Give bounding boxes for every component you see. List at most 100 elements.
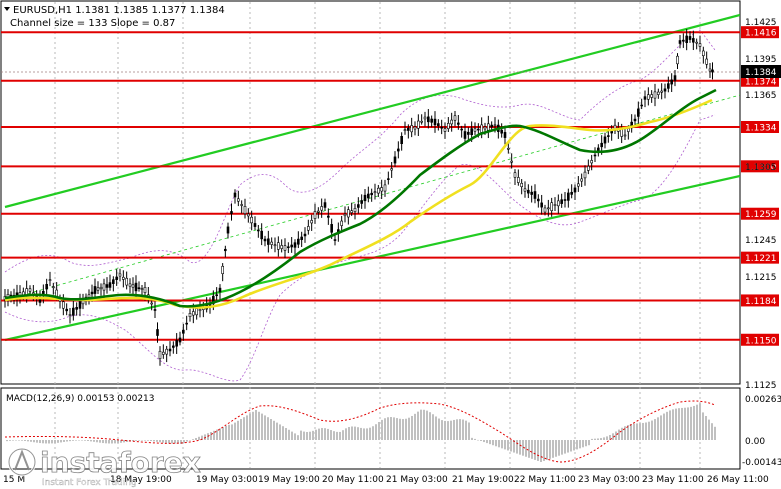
candle-body <box>653 91 657 99</box>
macd-bar <box>381 419 383 440</box>
macd-bar <box>57 440 59 443</box>
price-axis: 1.1425 1.1395 1.1365 1.1305 1.1245 1.121… <box>745 18 777 391</box>
macd-bar <box>144 440 146 441</box>
macd-bar <box>153 440 155 442</box>
macd-bar <box>309 431 311 440</box>
candle-body <box>530 191 533 195</box>
candle-body <box>403 129 407 131</box>
macd-bar <box>606 436 608 440</box>
macd-bar <box>396 418 398 440</box>
macd-bar <box>6 440 8 442</box>
macd-bar <box>222 427 224 440</box>
candle-body <box>25 288 28 296</box>
candle-body <box>165 348 168 355</box>
level-badge <box>741 251 779 264</box>
candle-body <box>243 206 247 214</box>
macd-bar <box>552 440 554 458</box>
macd-bar <box>291 431 293 440</box>
macd-bar <box>93 440 95 442</box>
candle-body <box>102 283 106 291</box>
macd-bar <box>660 415 662 440</box>
candle-body <box>387 178 390 180</box>
candle-body <box>65 308 68 312</box>
candle-body <box>580 178 583 182</box>
macd-bar <box>84 440 86 441</box>
level-badge <box>741 26 779 39</box>
macd-bar <box>561 440 563 455</box>
candle-body <box>62 301 65 309</box>
candle-body <box>663 88 667 92</box>
macd-bar <box>579 440 581 449</box>
candle-body <box>357 204 360 208</box>
candle-body <box>676 55 679 65</box>
candle-body <box>153 309 157 311</box>
macd-bar <box>330 430 332 440</box>
candle-body <box>313 211 317 219</box>
macd-bar <box>435 416 437 440</box>
macd-bar <box>675 408 677 440</box>
candle-body <box>383 184 387 192</box>
candle-body <box>423 116 427 120</box>
time-label: 21 May 03:00 <box>386 475 448 485</box>
candle-body <box>48 279 52 281</box>
macd-bar <box>60 440 62 443</box>
macd-bar <box>147 440 149 441</box>
macd-bar <box>600 438 602 440</box>
macd-bar <box>324 428 326 440</box>
macd-bar <box>156 440 158 442</box>
candle-body <box>590 160 593 164</box>
candle-body <box>560 199 563 204</box>
candle-body <box>273 244 277 247</box>
candle-body <box>650 94 653 98</box>
horizontal-levels <box>1 31 740 341</box>
candle-body <box>570 191 573 195</box>
level-label: 1.1300 <box>745 163 777 173</box>
candle-body <box>397 148 400 152</box>
level-badge <box>741 294 779 307</box>
candle-body <box>563 199 567 201</box>
macd-bar <box>681 407 683 440</box>
macd-bar <box>225 426 227 440</box>
macd-bar <box>363 428 365 440</box>
macd-bar <box>519 440 521 455</box>
macd-bar <box>201 435 203 440</box>
macd-bar <box>456 419 458 440</box>
candle-body <box>310 220 313 224</box>
candle-body <box>68 314 72 316</box>
candle-body <box>473 128 477 132</box>
macd-bar <box>558 440 560 456</box>
macd-bar <box>462 419 464 440</box>
candle-body <box>333 239 337 241</box>
candle-body <box>682 39 685 42</box>
candle-body <box>685 35 688 44</box>
candle-body <box>340 220 343 226</box>
candle-body <box>78 301 82 309</box>
candle-body <box>280 245 283 249</box>
candle-body <box>420 120 423 123</box>
channel-middle <box>4 94 740 301</box>
candle-body <box>503 132 507 138</box>
macd-bar <box>522 440 524 456</box>
macd-bar <box>534 440 536 460</box>
candle-body <box>447 123 450 129</box>
macd-bar <box>69 440 71 442</box>
macd-bar <box>414 413 416 440</box>
time-label: 18 May 19:00 <box>110 475 172 485</box>
level-label: 1.1374 <box>745 77 777 87</box>
macd-bar <box>12 440 14 441</box>
candle-body <box>583 171 587 179</box>
price-tick: 1.1425 <box>745 18 777 28</box>
level-badge <box>741 160 779 173</box>
macd-bar <box>138 440 140 441</box>
macd-bar <box>117 440 119 444</box>
macd-bar <box>510 440 512 452</box>
macd-bar <box>42 440 44 444</box>
candle-body <box>162 351 165 355</box>
candle-body <box>247 213 250 217</box>
macd-bar <box>243 417 245 440</box>
candle-body <box>128 283 132 287</box>
price-tick: 1.1305 <box>745 163 777 173</box>
ma-slow <box>4 98 713 309</box>
macd-bar <box>702 412 704 440</box>
candle-body <box>647 94 650 100</box>
